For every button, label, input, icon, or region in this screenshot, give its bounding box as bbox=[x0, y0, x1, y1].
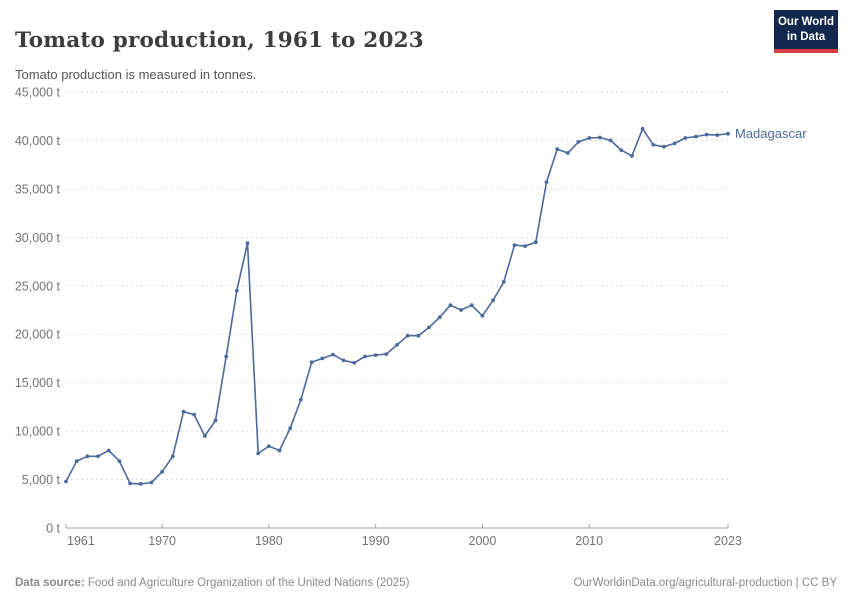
y-tick-label: 10,000 t bbox=[15, 425, 61, 439]
data-point[interactable] bbox=[299, 397, 303, 402]
data-point[interactable] bbox=[544, 180, 549, 185]
y-tick-label: 20,000 t bbox=[15, 328, 61, 342]
data-source-label: Data source: bbox=[15, 577, 85, 589]
data-point[interactable] bbox=[85, 454, 90, 459]
chart-footer: Data source: Food and Agriculture Organi… bbox=[15, 577, 837, 589]
data-point[interactable] bbox=[630, 154, 634, 158]
data-point[interactable] bbox=[309, 360, 314, 365]
data-point[interactable] bbox=[491, 298, 495, 303]
data-point[interactable] bbox=[170, 454, 175, 459]
x-tick-label: 1970 bbox=[148, 534, 176, 548]
data-source-text: Food and Agriculture Organization of the… bbox=[84, 577, 410, 589]
owid-url-link[interactable]: OurWorldinData.org/agricultural-producti… bbox=[573, 577, 837, 589]
data-point[interactable] bbox=[576, 140, 581, 144]
x-tick-label: 1990 bbox=[362, 534, 390, 548]
data-point[interactable] bbox=[726, 131, 730, 136]
data-point[interactable] bbox=[181, 409, 186, 414]
data-point[interactable] bbox=[384, 352, 389, 356]
data-point[interactable] bbox=[587, 136, 592, 140]
data-point[interactable] bbox=[373, 353, 378, 357]
data-point[interactable] bbox=[117, 459, 122, 463]
data-point[interactable] bbox=[672, 141, 677, 146]
data-point[interactable] bbox=[192, 412, 197, 417]
data-point[interactable] bbox=[512, 243, 517, 248]
data-point[interactable] bbox=[448, 303, 453, 308]
data-point[interactable] bbox=[416, 333, 421, 338]
x-tick-label: 2010 bbox=[575, 534, 603, 548]
y-tick-label: 5,000 t bbox=[22, 473, 61, 487]
data-point[interactable] bbox=[459, 308, 463, 312]
series-label-madagascar[interactable]: Madagascar bbox=[735, 126, 807, 141]
data-source-note: Data source: Food and Agriculture Organi… bbox=[15, 577, 409, 589]
data-point[interactable] bbox=[395, 343, 399, 347]
data-point[interactable] bbox=[149, 480, 154, 485]
x-tick-label: 1980 bbox=[255, 534, 283, 548]
data-point[interactable] bbox=[480, 313, 485, 318]
data-point[interactable] bbox=[640, 126, 645, 131]
owid-logo[interactable]: Our World in Data bbox=[774, 10, 838, 53]
data-point[interactable] bbox=[683, 136, 688, 140]
data-point[interactable] bbox=[533, 240, 538, 245]
y-tick-label: 45,000 t bbox=[15, 86, 61, 100]
y-tick-label: 35,000 t bbox=[15, 182, 61, 196]
data-point[interactable] bbox=[256, 451, 261, 456]
data-point[interactable] bbox=[427, 325, 431, 330]
data-point[interactable] bbox=[138, 482, 143, 486]
data-point[interactable] bbox=[469, 303, 474, 308]
y-tick-label: 40,000 t bbox=[15, 134, 61, 148]
chart-subtitle: Tomato production is measured in tonnes. bbox=[15, 67, 257, 82]
data-point[interactable] bbox=[501, 280, 506, 284]
data-point[interactable] bbox=[234, 288, 239, 293]
data-point[interactable] bbox=[437, 315, 442, 320]
data-point[interactable] bbox=[523, 244, 527, 249]
data-point[interactable] bbox=[405, 333, 410, 338]
y-tick-label: 15,000 t bbox=[15, 376, 61, 390]
owid-logo-line2: in Data bbox=[786, 30, 826, 43]
data-point[interactable] bbox=[598, 135, 602, 140]
data-point[interactable] bbox=[224, 354, 229, 359]
data-point[interactable] bbox=[128, 481, 133, 486]
data-point[interactable] bbox=[160, 469, 165, 474]
data-point[interactable] bbox=[288, 426, 293, 431]
owid-logo-line1: Our World bbox=[777, 16, 834, 28]
y-tick-label: 0 t bbox=[46, 522, 60, 536]
data-point[interactable] bbox=[106, 448, 111, 453]
page-title: Tomato production, 1961 to 2023 bbox=[15, 28, 424, 54]
data-point[interactable] bbox=[565, 151, 570, 155]
data-point[interactable] bbox=[64, 479, 68, 484]
y-tick-label: 25,000 t bbox=[15, 279, 61, 293]
data-point[interactable] bbox=[363, 354, 367, 359]
data-point[interactable] bbox=[245, 241, 250, 246]
data-point[interactable] bbox=[704, 132, 709, 137]
data-point[interactable] bbox=[715, 133, 720, 138]
data-point[interactable] bbox=[320, 356, 325, 361]
data-point[interactable] bbox=[555, 147, 560, 152]
data-point[interactable] bbox=[662, 144, 666, 149]
data-point[interactable] bbox=[277, 448, 282, 453]
data-point[interactable] bbox=[96, 454, 100, 459]
data-point[interactable] bbox=[267, 444, 271, 448]
data-point[interactable] bbox=[213, 418, 218, 423]
data-point[interactable] bbox=[694, 134, 698, 139]
x-tick-label: 2023 bbox=[714, 534, 742, 548]
x-tick-label: 1961 bbox=[67, 534, 95, 548]
data-point[interactable] bbox=[202, 434, 207, 438]
data-point[interactable] bbox=[74, 459, 79, 463]
data-point[interactable] bbox=[619, 148, 624, 153]
x-tick-label: 2000 bbox=[469, 534, 497, 548]
y-tick-label: 30,000 t bbox=[15, 231, 61, 245]
data-point[interactable] bbox=[352, 360, 357, 365]
data-point[interactable] bbox=[331, 352, 335, 357]
data-point[interactable] bbox=[341, 358, 346, 363]
data-point[interactable] bbox=[608, 138, 613, 143]
data-point[interactable] bbox=[651, 142, 656, 147]
